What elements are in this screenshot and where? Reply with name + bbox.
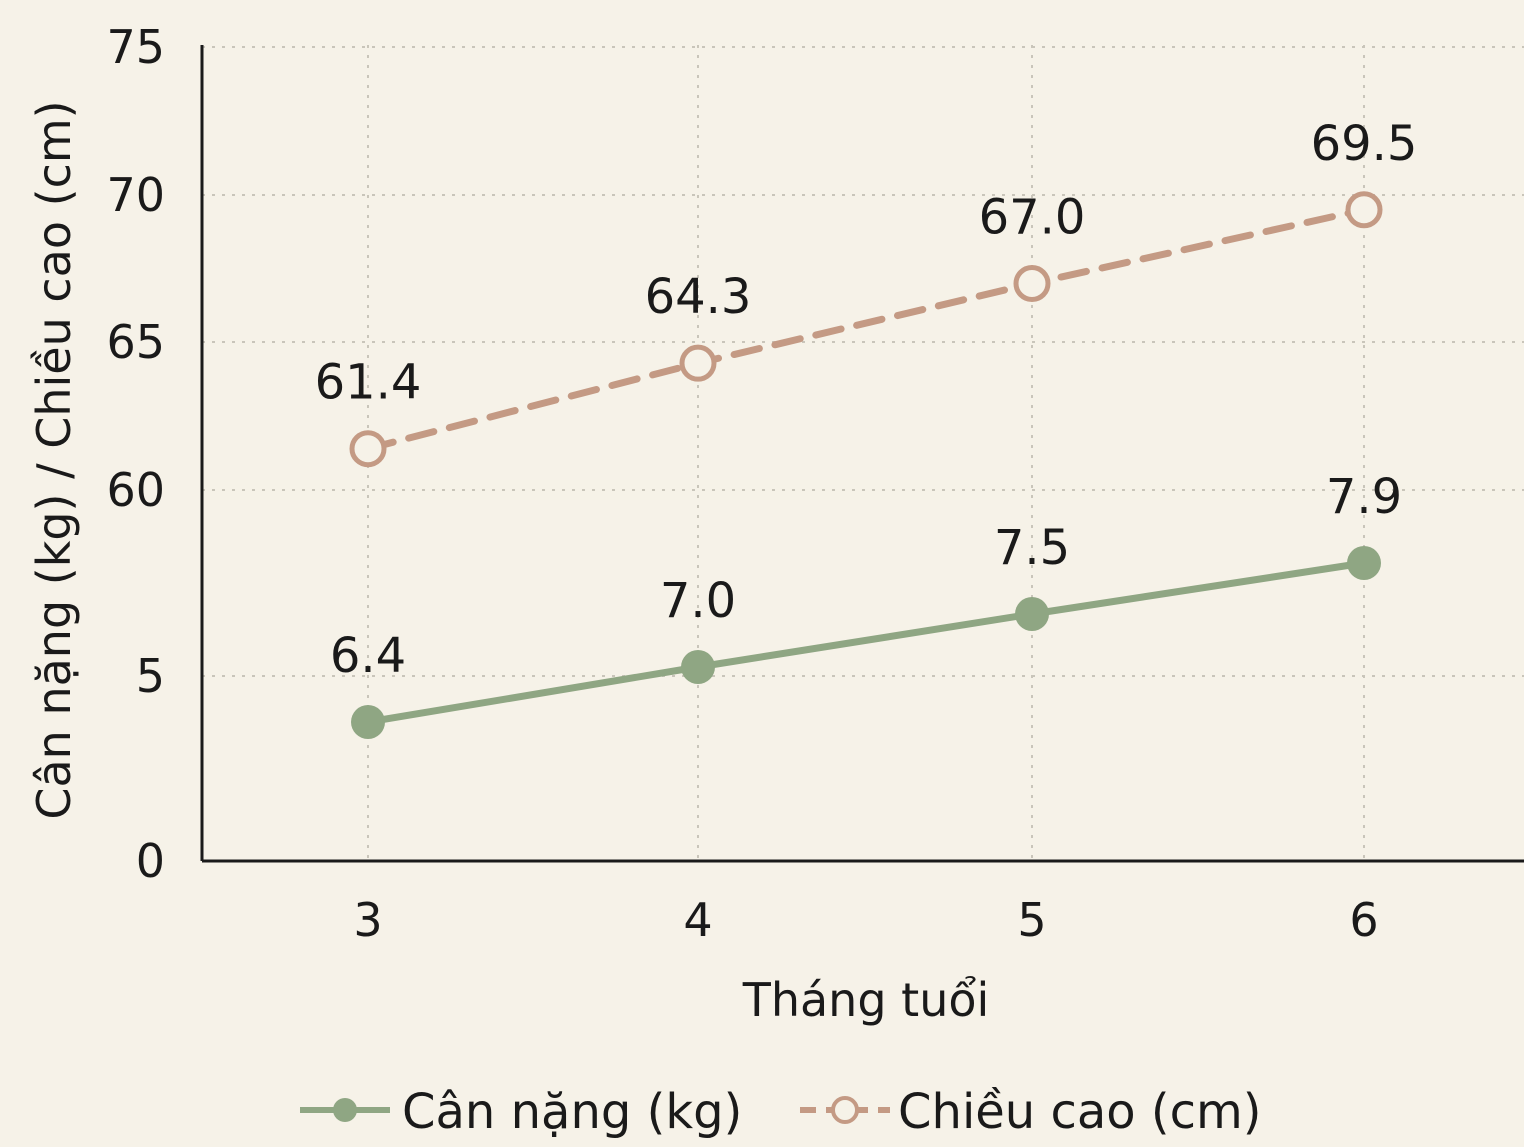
x-tick-label: 6 — [1349, 893, 1378, 947]
y-tick-label: 65 — [106, 315, 165, 369]
y-tick-label: 0 — [136, 834, 165, 888]
x-tick-label: 3 — [353, 893, 382, 947]
x-tick-label: 5 — [1017, 893, 1046, 947]
height-data-label: 69.5 — [1311, 116, 1418, 172]
x-tick-labels: 3 4 5 6 — [353, 893, 1378, 947]
weight-data-label: 6.4 — [330, 628, 406, 684]
series-weight-line — [364, 559, 1368, 726]
axes — [200, 45, 1524, 863]
legend-height-label: Chiều cao (cm) — [898, 1084, 1262, 1140]
legend: Cân nặng (kg) Chiều cao (cm) — [300, 1084, 1262, 1140]
height-point — [1013, 265, 1051, 302]
x-tick-label: 4 — [683, 893, 712, 947]
weight-point — [1015, 597, 1049, 631]
height-data-label: 64.3 — [645, 269, 752, 325]
data-labels: 6.4 7.0 7.5 7.9 61.4 64.3 67.0 69.5 — [315, 116, 1418, 684]
weight-point — [351, 705, 385, 739]
y-tick-label: 75 — [106, 20, 165, 74]
height-point — [679, 344, 717, 382]
weight-data-label: 7.0 — [660, 573, 736, 629]
series-group — [349, 191, 1383, 739]
weight-point — [681, 650, 715, 684]
legend-height-marker — [831, 1096, 859, 1124]
legend-weight-label: Cân nặng (kg) — [402, 1084, 742, 1140]
height-data-label: 61.4 — [315, 355, 422, 411]
y-tick-label: 70 — [106, 168, 165, 222]
x-axis-title: Tháng tuổi — [742, 973, 990, 1027]
y-tick-label: 5 — [136, 649, 165, 703]
height-point — [349, 430, 387, 468]
y-tick-labels: 0 5 60 65 70 75 — [106, 20, 165, 888]
height-data-label: 67.0 — [979, 190, 1086, 246]
legend-item-height: Chiều cao (cm) — [800, 1084, 1262, 1140]
height-point — [1345, 191, 1383, 229]
grid-lines — [202, 45, 1524, 861]
weight-data-label: 7.9 — [1326, 469, 1402, 525]
weight-data-label: 7.5 — [994, 520, 1070, 576]
legend-weight-marker — [333, 1098, 357, 1122]
series-height-line — [364, 206, 1368, 453]
y-tick-label: 60 — [106, 463, 165, 517]
y-axis-title: Cân nặng (kg) / Chiều cao (cm) — [27, 100, 81, 819]
legend-item-weight: Cân nặng (kg) — [300, 1084, 742, 1140]
weight-point — [1347, 546, 1381, 580]
